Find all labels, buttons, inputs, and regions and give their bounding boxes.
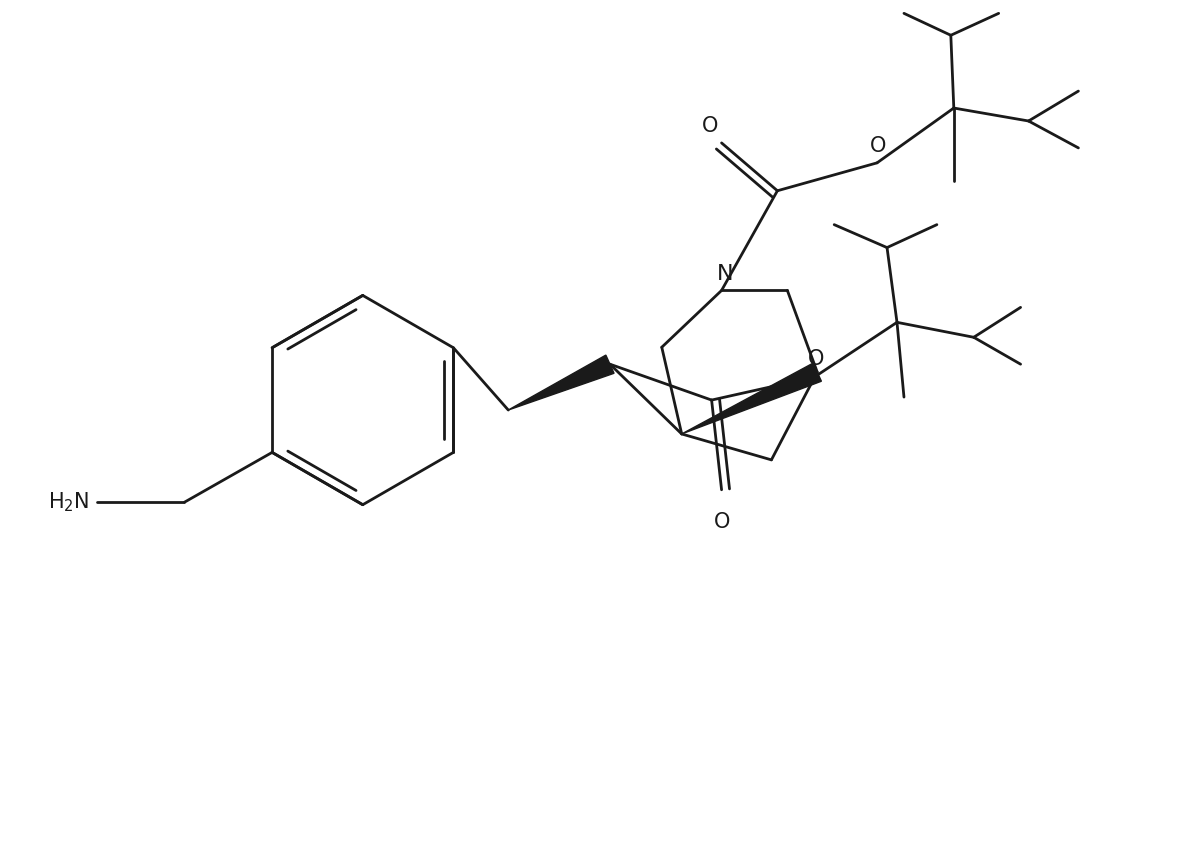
Polygon shape [681,363,821,434]
Text: O: O [870,136,887,156]
Text: O: O [713,512,730,531]
Text: H$_2$N: H$_2$N [49,490,90,514]
Text: O: O [702,116,718,136]
Polygon shape [508,355,614,410]
Text: N: N [717,264,734,285]
Text: O: O [808,349,825,369]
